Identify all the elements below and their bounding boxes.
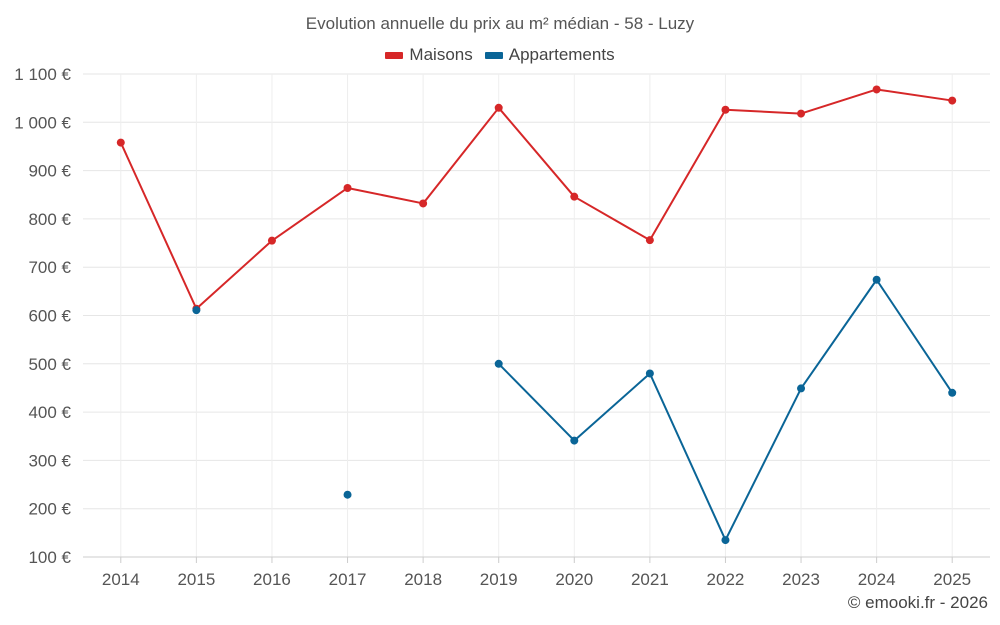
chart-legend: Maisons Appartements xyxy=(0,45,1000,65)
series-maisons xyxy=(116,85,957,313)
data-point-maisons[interactable] xyxy=(948,96,957,105)
data-point-appartements[interactable] xyxy=(192,306,201,315)
data-point-appartements[interactable] xyxy=(494,359,503,368)
x-tick-label: 2018 xyxy=(404,570,442,589)
legend-swatch-appartements xyxy=(484,51,503,59)
data-point-appartements[interactable] xyxy=(645,369,654,378)
axes: 100 € 200 € 300 € 400 € 500 € 600 € 700 € 800 €… xyxy=(14,65,990,589)
chart-title: Evolution annuelle du prix au m² médian … xyxy=(305,14,695,33)
legend-label-maisons: Maisons xyxy=(409,45,473,64)
y-tick-label: 1 100 € xyxy=(14,65,71,84)
data-point-maisons[interactable] xyxy=(116,138,125,147)
x-tick-label: 2015 xyxy=(177,570,215,589)
data-point-maisons[interactable] xyxy=(267,236,276,245)
series-line-maisons xyxy=(119,88,953,310)
y-tick-label: 700 € xyxy=(28,258,71,277)
y-tick-label: 300 € xyxy=(28,451,71,470)
y-tick-label: 1 000 € xyxy=(14,113,71,132)
x-tick-label: 2017 xyxy=(329,570,367,589)
y-tick-label: 800 € xyxy=(28,210,71,229)
x-tick-label: 2025 xyxy=(933,570,971,589)
legend-item-appartements[interactable]: Appartements xyxy=(484,45,615,65)
y-tick-label: 600 € xyxy=(28,307,71,326)
series-layer xyxy=(116,85,957,545)
y-tick-label: 400 € xyxy=(28,403,71,422)
legend-item-maisons[interactable]: Maisons xyxy=(385,45,473,65)
y-tick-label: 100 € xyxy=(28,548,71,567)
y-tick-label: 500 € xyxy=(28,355,71,374)
data-point-maisons[interactable] xyxy=(797,109,806,118)
data-point-maisons[interactable] xyxy=(570,192,579,201)
legend-swatch-maisons xyxy=(385,51,404,59)
data-point-appartements[interactable] xyxy=(343,490,352,499)
legend-label-appartements: Appartements xyxy=(508,45,615,64)
credit-text: © emooki.fr - 2026 xyxy=(847,593,988,612)
data-point-maisons[interactable] xyxy=(419,199,428,208)
data-point-appartements[interactable] xyxy=(948,388,957,397)
data-point-maisons[interactable] xyxy=(343,183,352,192)
x-tick-label: 2016 xyxy=(253,570,291,589)
x-tick-label: 2022 xyxy=(707,570,745,589)
series-appartements xyxy=(192,275,957,545)
x-tick-label: 2020 xyxy=(555,570,593,589)
data-point-appartements[interactable] xyxy=(721,536,730,545)
x-tick-label: 2023 xyxy=(782,570,820,589)
data-point-maisons[interactable] xyxy=(721,105,730,114)
x-tick-label: 2024 xyxy=(858,570,896,589)
grid xyxy=(83,73,990,558)
data-point-appartements[interactable] xyxy=(570,436,579,445)
y-tick-label: 900 € xyxy=(28,162,71,181)
x-tick-label: 2019 xyxy=(480,570,518,589)
x-tick-label: 2021 xyxy=(631,570,669,589)
data-point-appartements[interactable] xyxy=(872,275,881,284)
x-tick-label: 2014 xyxy=(102,570,140,589)
data-point-maisons[interactable] xyxy=(872,85,881,94)
data-point-maisons[interactable] xyxy=(494,103,503,112)
y-tick-label: 200 € xyxy=(28,500,71,519)
data-point-maisons[interactable] xyxy=(645,236,654,245)
data-point-appartements[interactable] xyxy=(797,384,806,393)
